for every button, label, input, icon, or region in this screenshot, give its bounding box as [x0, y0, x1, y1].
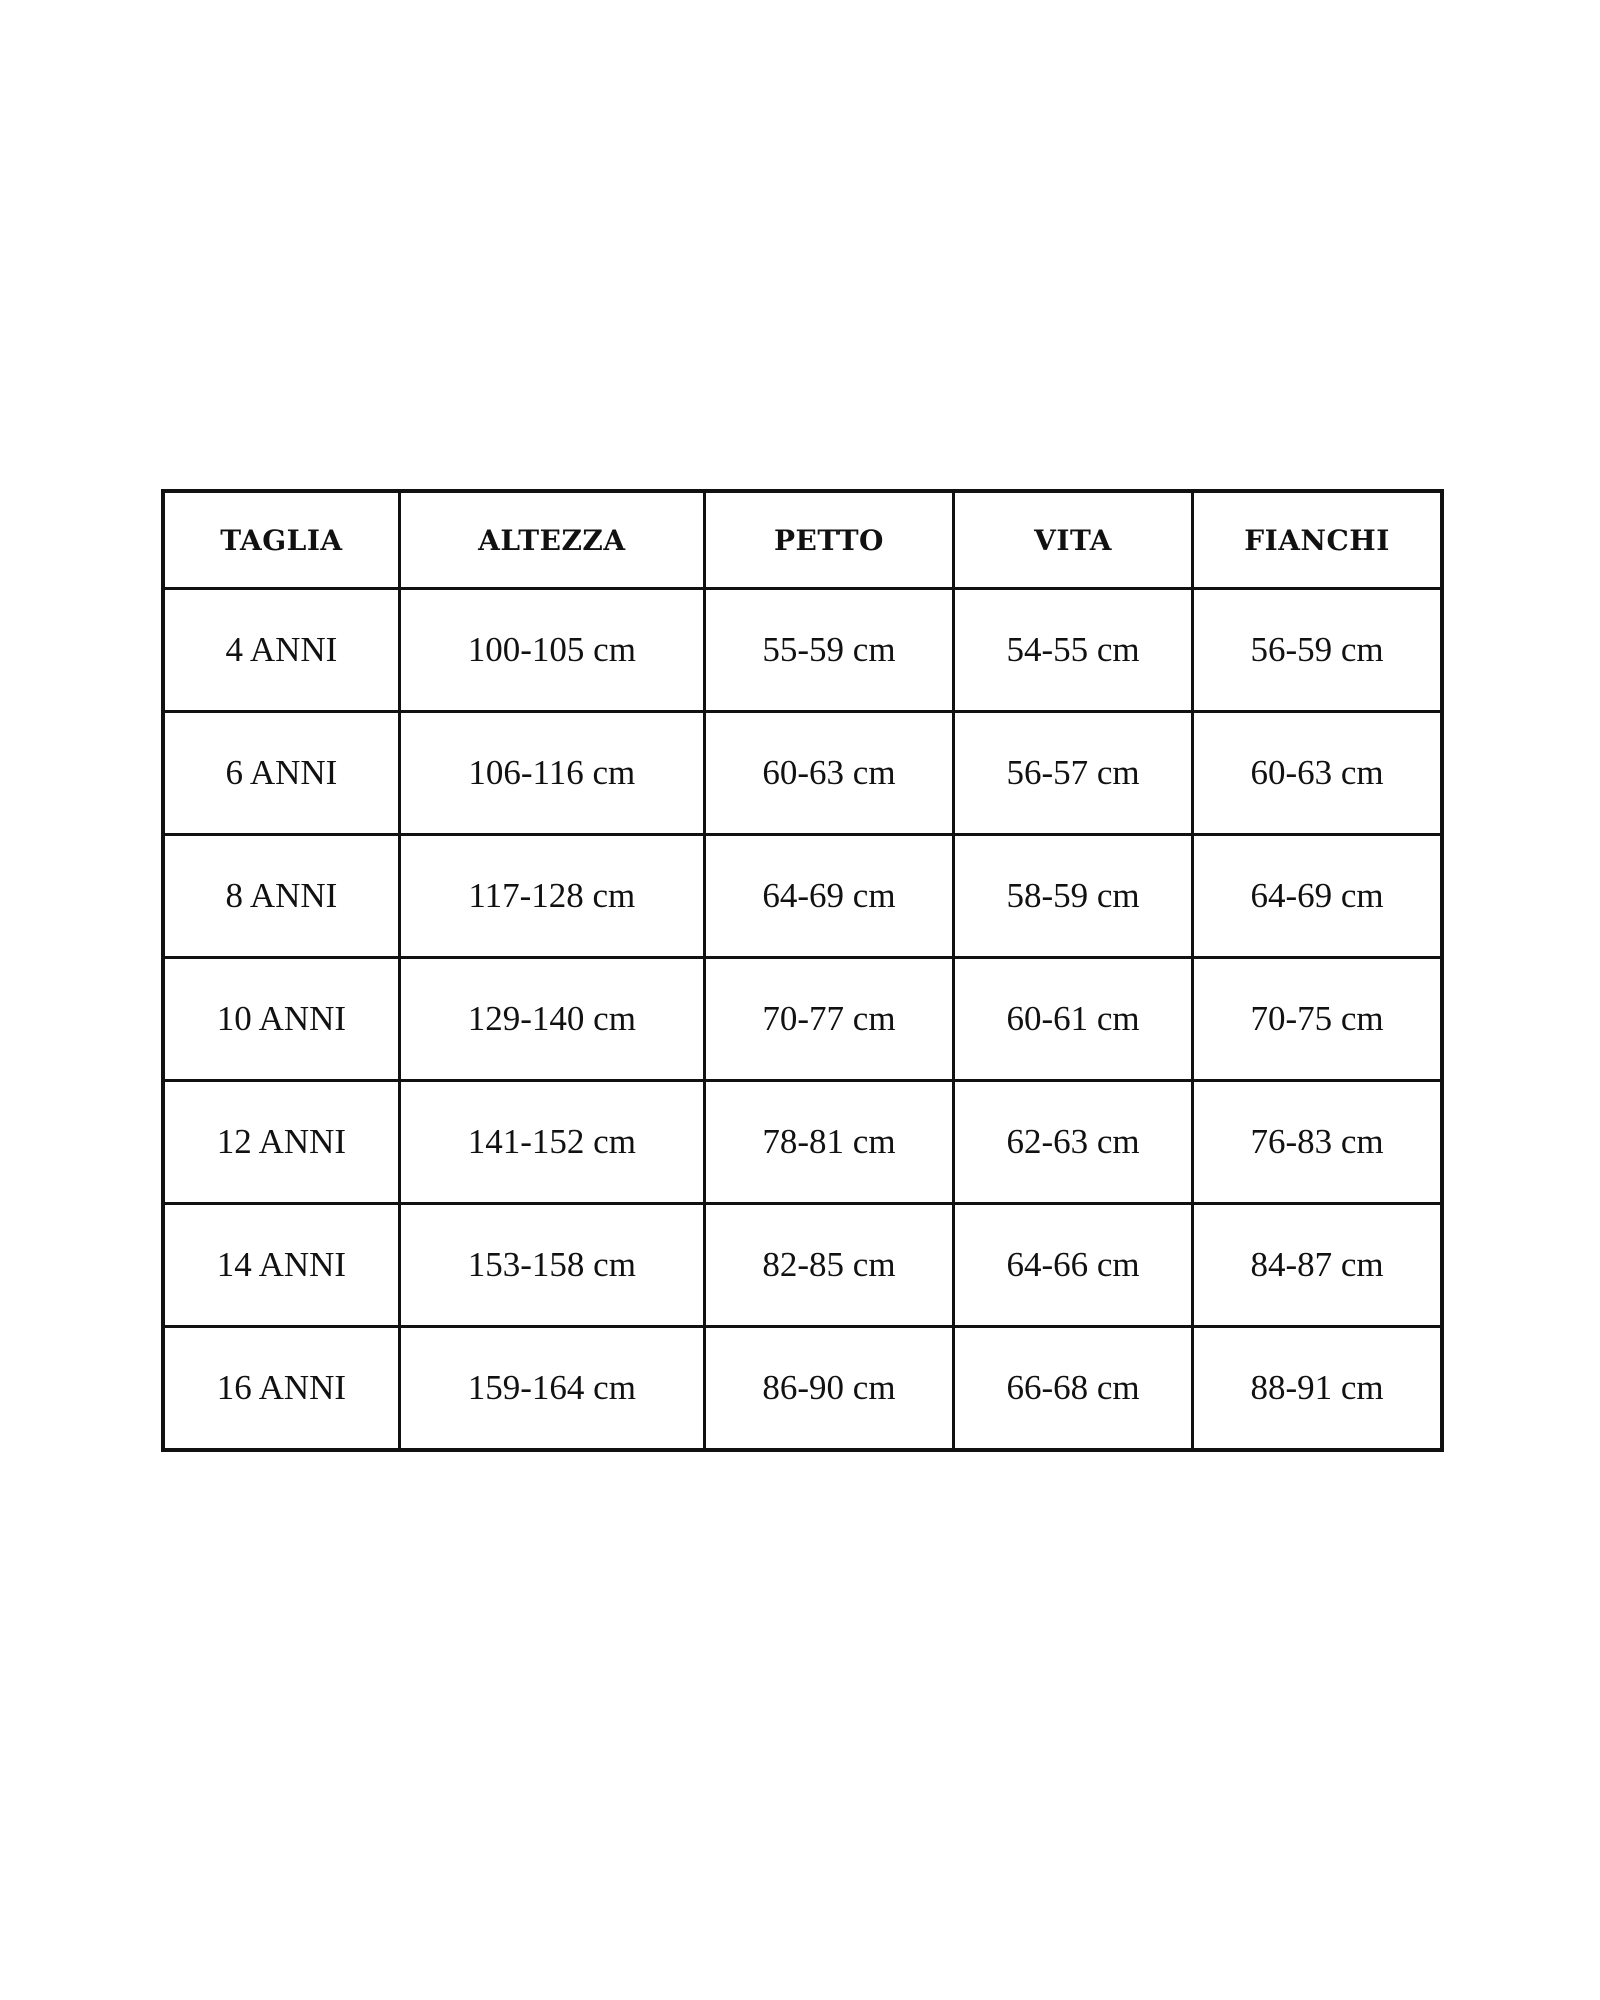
- cell-petto: 55-59 cm: [702, 587, 956, 713]
- header-taglia: TAGLIA: [161, 489, 401, 590]
- cell-petto: 78-81 cm: [702, 1079, 956, 1205]
- cell-vita: 66-68 cm: [952, 1325, 1195, 1452]
- header-vita: VITA: [952, 489, 1195, 590]
- cell-vita: 60-61 cm: [952, 956, 1195, 1082]
- cell-altezza: 153-158 cm: [397, 1202, 706, 1328]
- cell-taglia: 4 ANNI: [161, 587, 401, 713]
- cell-fianchi: 64-69 cm: [1191, 833, 1444, 959]
- header-altezza: ALTEZZA: [397, 489, 706, 590]
- table-row: 14 ANNI 153-158 cm 82-85 cm 64-66 cm 84-87 c…: [161, 1202, 1444, 1328]
- table-row: 6 ANNI 106-116 cm 60-63 cm 56-57 cm 60-63 cm: [161, 710, 1444, 836]
- cell-petto: 60-63 cm: [702, 710, 956, 836]
- cell-fianchi: 70-75 cm: [1191, 956, 1444, 1082]
- cell-fianchi: 88-91 cm: [1191, 1325, 1444, 1452]
- cell-vita: 62-63 cm: [952, 1079, 1195, 1205]
- cell-altezza: 100-105 cm: [397, 587, 706, 713]
- cell-vita: 58-59 cm: [952, 833, 1195, 959]
- header-fianchi: FIANCHI: [1191, 489, 1444, 590]
- cell-altezza: 129-140 cm: [397, 956, 706, 1082]
- cell-fianchi: 60-63 cm: [1191, 710, 1444, 836]
- cell-taglia: 16 ANNI: [161, 1325, 401, 1452]
- cell-fianchi: 84-87 cm: [1191, 1202, 1444, 1328]
- cell-altezza: 117-128 cm: [397, 833, 706, 959]
- size-chart-table: TAGLIA ALTEZZA PETTO VITA FIANCHI 4 ANNI…: [161, 489, 1444, 1452]
- cell-fianchi: 56-59 cm: [1191, 587, 1444, 713]
- table-row: 12 ANNI 141-152 cm 78-81 cm 62-63 cm 76-83 c…: [161, 1079, 1444, 1205]
- cell-petto: 86-90 cm: [702, 1325, 956, 1452]
- cell-petto: 64-69 cm: [702, 833, 956, 959]
- cell-taglia: 6 ANNI: [161, 710, 401, 836]
- table-row: 10 ANNI 129-140 cm 70-77 cm 60-61 cm 70-75 c…: [161, 956, 1444, 1082]
- cell-vita: 64-66 cm: [952, 1202, 1195, 1328]
- table-row: 8 ANNI 117-128 cm 64-69 cm 58-59 cm 64-69 cm: [161, 833, 1444, 959]
- cell-vita: 56-57 cm: [952, 710, 1195, 836]
- header-petto: PETTO: [702, 489, 956, 590]
- cell-altezza: 159-164 cm: [397, 1325, 706, 1452]
- cell-taglia: 10 ANNI: [161, 956, 401, 1082]
- cell-fianchi: 76-83 cm: [1191, 1079, 1444, 1205]
- table-row: 16 ANNI 159-164 cm 86-90 cm 66-68 cm 88-91 c…: [161, 1325, 1444, 1452]
- cell-petto: 70-77 cm: [702, 956, 956, 1082]
- cell-taglia: 8 ANNI: [161, 833, 401, 959]
- cell-altezza: 106-116 cm: [397, 710, 706, 836]
- table-row: 4 ANNI 100-105 cm 55-59 cm 54-55 cm 56-59 cm: [161, 587, 1444, 713]
- cell-taglia: 14 ANNI: [161, 1202, 401, 1328]
- cell-altezza: 141-152 cm: [397, 1079, 706, 1205]
- cell-petto: 82-85 cm: [702, 1202, 956, 1328]
- header-row: TAGLIA ALTEZZA PETTO VITA FIANCHI: [161, 489, 1444, 590]
- cell-taglia: 12 ANNI: [161, 1079, 401, 1205]
- cell-vita: 54-55 cm: [952, 587, 1195, 713]
